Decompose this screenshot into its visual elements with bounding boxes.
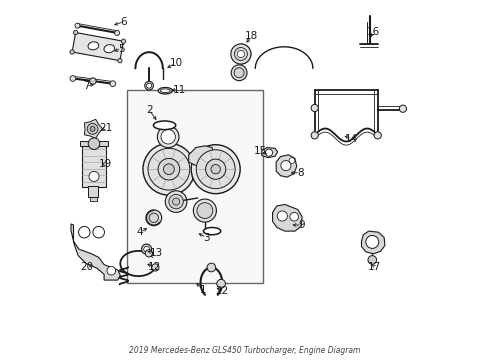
Bar — [89, 197, 97, 201]
Circle shape — [196, 150, 235, 189]
Circle shape — [118, 59, 122, 63]
Circle shape — [168, 194, 183, 209]
Ellipse shape — [88, 42, 99, 50]
Circle shape — [310, 104, 318, 112]
Text: 15: 15 — [254, 146, 267, 156]
Bar — [88, 186, 98, 197]
Circle shape — [141, 244, 151, 254]
Text: 16: 16 — [366, 27, 379, 37]
Text: 9: 9 — [298, 220, 305, 230]
Polygon shape — [71, 224, 120, 280]
Circle shape — [205, 159, 225, 179]
Circle shape — [289, 212, 298, 221]
Circle shape — [193, 199, 216, 222]
Circle shape — [151, 264, 159, 271]
Polygon shape — [272, 204, 302, 231]
Bar — [81, 146, 106, 187]
Circle shape — [373, 132, 381, 139]
Text: 17: 17 — [367, 262, 381, 272]
Text: 1: 1 — [200, 285, 206, 295]
Circle shape — [277, 211, 287, 221]
Circle shape — [75, 23, 80, 28]
Circle shape — [165, 191, 186, 212]
Circle shape — [107, 266, 115, 275]
Circle shape — [367, 256, 376, 264]
Polygon shape — [361, 231, 384, 254]
Circle shape — [191, 145, 240, 194]
Circle shape — [157, 126, 179, 148]
Circle shape — [114, 30, 120, 35]
Text: 5: 5 — [118, 44, 124, 54]
Text: 6: 6 — [121, 17, 127, 27]
Polygon shape — [261, 148, 277, 158]
Circle shape — [89, 171, 99, 181]
Text: 14: 14 — [345, 134, 358, 144]
Text: 11: 11 — [172, 85, 185, 95]
Circle shape — [145, 210, 162, 226]
Circle shape — [211, 165, 220, 174]
FancyBboxPatch shape — [127, 90, 262, 283]
Ellipse shape — [203, 228, 220, 235]
Circle shape — [70, 76, 76, 81]
Text: 20: 20 — [80, 262, 93, 272]
Text: 3: 3 — [203, 233, 209, 243]
Circle shape — [149, 213, 158, 222]
Circle shape — [197, 203, 212, 219]
Text: 4: 4 — [137, 227, 143, 237]
Circle shape — [148, 148, 189, 190]
Circle shape — [73, 30, 78, 35]
Circle shape — [161, 130, 175, 144]
Circle shape — [399, 105, 406, 112]
Circle shape — [146, 83, 151, 88]
Circle shape — [231, 65, 246, 81]
Ellipse shape — [153, 121, 175, 130]
Circle shape — [70, 50, 74, 54]
Polygon shape — [276, 155, 296, 177]
Circle shape — [234, 48, 247, 60]
Circle shape — [158, 158, 179, 180]
Text: 21: 21 — [99, 123, 112, 133]
Circle shape — [144, 81, 153, 90]
Polygon shape — [188, 146, 213, 166]
Polygon shape — [72, 32, 123, 61]
Text: 2019 Mercedes-Benz GLS450 Turbocharger, Engine Diagram: 2019 Mercedes-Benz GLS450 Turbocharger, … — [128, 346, 360, 355]
Circle shape — [79, 226, 90, 238]
Circle shape — [163, 164, 174, 175]
Text: 12: 12 — [147, 262, 161, 272]
Circle shape — [145, 250, 152, 257]
Bar — [80, 141, 107, 146]
Ellipse shape — [158, 87, 172, 94]
Circle shape — [90, 126, 95, 131]
Circle shape — [365, 235, 378, 248]
Text: 19: 19 — [99, 159, 112, 169]
Circle shape — [234, 68, 244, 78]
Circle shape — [110, 81, 116, 86]
Circle shape — [89, 78, 96, 84]
Text: 10: 10 — [169, 58, 183, 68]
Ellipse shape — [160, 89, 170, 93]
Circle shape — [288, 158, 294, 163]
Ellipse shape — [104, 45, 115, 53]
Polygon shape — [84, 119, 102, 139]
Circle shape — [237, 50, 244, 58]
Circle shape — [280, 161, 290, 171]
Circle shape — [88, 138, 100, 149]
Circle shape — [142, 143, 194, 195]
Text: 13: 13 — [149, 248, 163, 258]
Text: 2: 2 — [145, 105, 152, 115]
Circle shape — [93, 226, 104, 238]
Text: 18: 18 — [244, 31, 258, 41]
Circle shape — [121, 39, 125, 44]
Text: 7: 7 — [82, 81, 89, 91]
Circle shape — [230, 44, 250, 64]
Circle shape — [206, 263, 215, 272]
Circle shape — [265, 149, 272, 156]
Circle shape — [216, 279, 225, 288]
Circle shape — [310, 132, 318, 139]
Circle shape — [143, 246, 149, 252]
Circle shape — [87, 123, 98, 134]
Text: 22: 22 — [215, 285, 228, 296]
Text: 8: 8 — [296, 168, 303, 178]
Circle shape — [172, 198, 179, 205]
